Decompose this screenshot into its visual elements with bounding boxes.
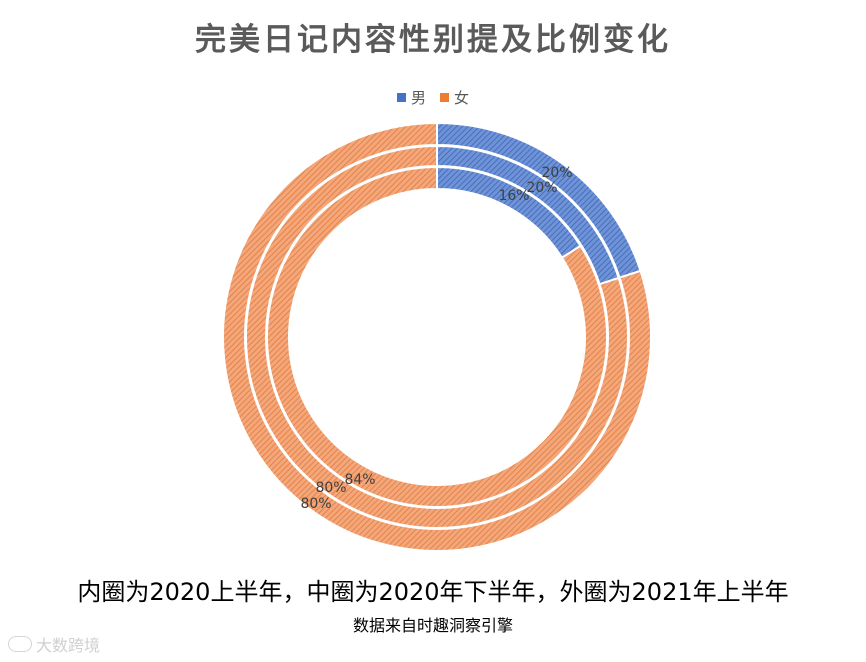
data-label-middle-female: 80% [315,480,346,496]
data-label-inner-female: 84% [344,472,375,488]
data-label-inner-male: 16% [498,188,529,204]
legend-item-male: 男 [396,87,426,108]
watermark-logo-icon [8,636,32,652]
donut-slice-outer-female [222,121,652,552]
watermark-text: 大数跨境 [36,636,101,655]
legend-item-female: 女 [440,87,469,108]
data-label-outer-male: 20% [541,165,572,181]
data-label-middle-male: 20% [526,180,557,196]
watermark: 大数跨境 [8,632,100,656]
chart-title: 完美日记内容性别提及比例变化 [195,22,671,58]
donut-slice-inner-female [266,165,608,508]
caption: 内圈为2020上半年，中圈为2020年下半年，外圈为2021年上半年 [77,578,789,606]
donut-slice-middle-female [245,144,629,529]
data-label-outer-female: 80% [300,496,331,512]
legend-swatch-female [440,93,449,102]
legend-label-female: 女 [454,89,470,107]
legend-label-male: 男 [410,89,426,107]
legend-swatch-male [396,93,406,102]
source-note: 数据来自时趣洞察引擎 [352,616,513,635]
legend: 男 女 [0,87,866,108]
